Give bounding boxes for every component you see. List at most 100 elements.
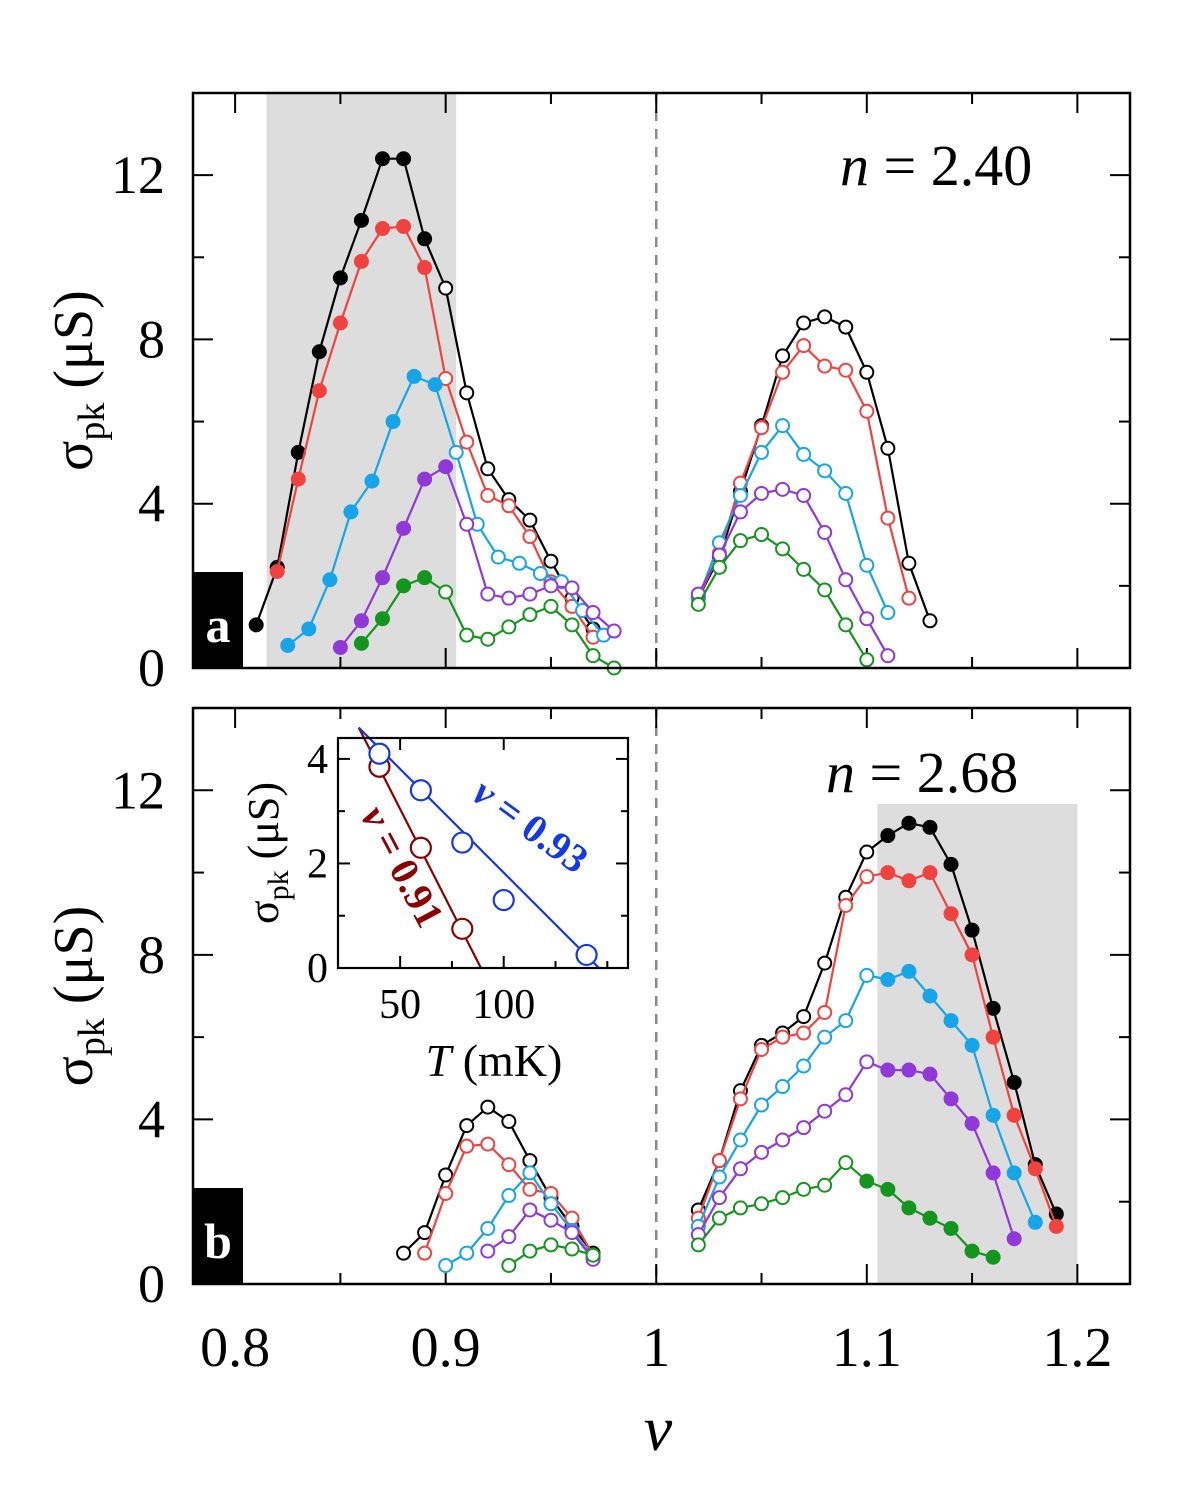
data-point-purple (459, 516, 475, 532)
series-line-red (276, 225, 595, 638)
n-symbol: n (826, 740, 855, 805)
data-point-red (522, 529, 538, 545)
data-point-black (353, 212, 369, 228)
data-point-purple-r (711, 1190, 727, 1206)
data-point-purple-r (711, 547, 727, 563)
x-axis-label: ν (644, 1393, 673, 1464)
inset-point-nu-0.93 (492, 888, 515, 912)
y-tick-label: 4 (138, 474, 165, 534)
data-point-black-r (817, 309, 833, 325)
data-point-red (290, 471, 306, 487)
data-point-black-r (880, 828, 896, 844)
data-point-black (375, 151, 391, 167)
data-point-red (353, 253, 369, 269)
data-point-black (459, 385, 475, 401)
inset-y-tick-label: 4 (307, 737, 328, 783)
data-point-red-r (985, 1029, 1001, 1045)
data-point-blue-r (964, 1037, 980, 1053)
data-point-purple (564, 580, 580, 596)
inset-y-tick-label: 2 (307, 841, 328, 887)
panel-letter: b (204, 1213, 232, 1269)
data-point-purple (375, 570, 391, 586)
data-point-blue (448, 444, 464, 460)
data-point-purple (522, 586, 538, 602)
data-point-green-l (585, 1247, 601, 1263)
data-point-blue-r (859, 967, 875, 983)
inset-x-tick-label: 100 (472, 982, 535, 1028)
data-point-black-r (775, 348, 791, 364)
y-tick-label: 12 (111, 760, 165, 820)
data-point-green (585, 648, 601, 664)
inset-point-nu-0.93 (575, 943, 598, 967)
panel-a: 0 4 8 12 n = 2.40 a σpk (μS) (43, 91, 1132, 698)
data-point-red-r (775, 1029, 791, 1045)
data-point-green-r (859, 652, 875, 668)
inset-y-label-unit: (μS) (239, 782, 288, 870)
data-point-green-r (964, 1243, 980, 1259)
data-point-blue-r (1006, 1165, 1022, 1181)
data-point-blue (385, 414, 401, 430)
y-axis-label: σpk (μS) (43, 290, 113, 471)
data-point-black-r (796, 315, 812, 331)
series-line-black-l (402, 1105, 594, 1254)
data-point-blue-r (817, 463, 833, 479)
data-point-green-r (711, 1210, 727, 1226)
data-point-purple-r (880, 1062, 896, 1078)
data-point-red-r (943, 906, 959, 922)
data-point-red-r (1027, 1161, 1043, 1177)
data-point-green (353, 635, 369, 651)
data-point-black-l (438, 1167, 454, 1183)
data-point-blue (406, 368, 422, 384)
data-point-black-r (985, 1000, 1001, 1016)
data-point-black (417, 231, 433, 247)
data-point-purple-r (901, 1062, 917, 1078)
data-point-purple (501, 590, 517, 606)
data-point-red-r (1006, 1107, 1022, 1123)
data-point-black (438, 280, 454, 296)
data-point-red (480, 488, 496, 503)
data-point-green-r (711, 559, 727, 575)
data-point-green-r (732, 1200, 748, 1216)
data-point-purple (585, 605, 601, 621)
data-point-red-r (922, 865, 938, 881)
data-point-red (459, 434, 475, 450)
data-point-blue-r (732, 1132, 748, 1148)
y-tick-label: 4 (138, 1089, 165, 1149)
data-point-black-r (838, 319, 854, 335)
data-point-black (311, 344, 327, 360)
y-axis-label: σpk (μS) (43, 906, 113, 1087)
data-point-purple-r (985, 1165, 1001, 1181)
data-point-blue-l (543, 1196, 559, 1212)
data-point-blue (532, 566, 548, 582)
data-point-blue-r (859, 557, 875, 573)
data-point-black-l (522, 1153, 538, 1169)
data-point-red (375, 221, 391, 237)
data-point-red-l (522, 1181, 538, 1197)
data-point-blue-r (880, 605, 896, 621)
data-point-black-r (922, 819, 938, 835)
data-point-purple-r (838, 1087, 854, 1103)
data-point-blue-r (796, 446, 812, 462)
data-point-black (332, 270, 348, 286)
data-point-red-r (964, 947, 980, 963)
n-value: = 2.40 (869, 133, 1032, 198)
data-point-red-r (880, 865, 896, 881)
data-point-blue-r (775, 1079, 791, 1095)
data-point-red-r (859, 869, 875, 885)
x-tick-label: 1 (642, 1317, 670, 1379)
y-label-sub: pk (71, 403, 113, 441)
data-point-green (417, 570, 433, 586)
series-line-red-r (697, 343, 910, 599)
series-line-purple-r (697, 488, 889, 657)
inset-y-label-sub: pk (262, 870, 295, 900)
x-axis-label-group: 0.8 0.9 1 1.1 1.2 ν (200, 1317, 1112, 1464)
data-point-purple (417, 471, 433, 487)
data-point-red-r (901, 590, 917, 606)
data-point-red (311, 383, 327, 399)
series-line-black-r (697, 315, 932, 622)
inset-x-label-unit: (mK) (451, 1035, 562, 1086)
y-tick-label: 8 (138, 925, 165, 985)
data-point-blue-l (522, 1165, 538, 1181)
data-point-blue-l (501, 1188, 517, 1204)
data-point-red-r (732, 1091, 748, 1107)
